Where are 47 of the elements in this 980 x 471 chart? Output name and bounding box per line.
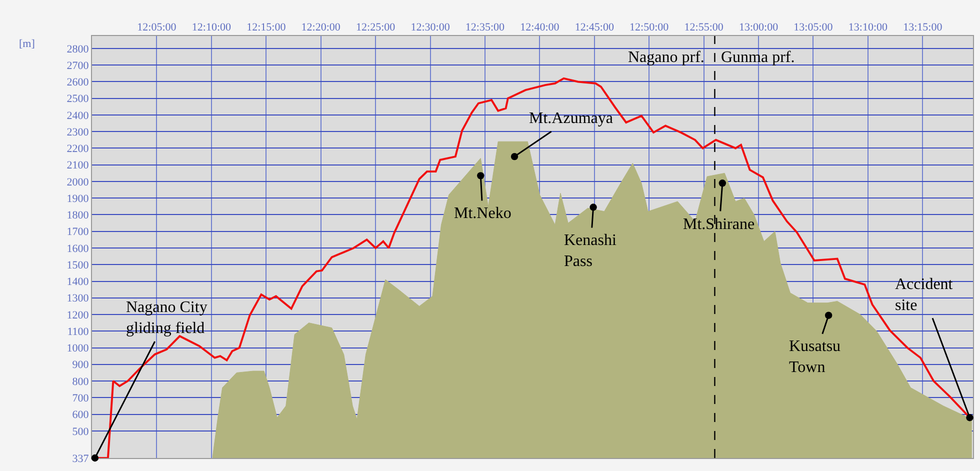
y-tick-label: 1700	[66, 226, 90, 238]
y-tick-label: 800	[72, 376, 90, 388]
y-tick-label: 1300	[66, 292, 90, 305]
y-tick-label: 1800	[66, 210, 90, 222]
y-tick-label: 2700	[66, 60, 90, 72]
annotation: Nagano prf.	[628, 49, 704, 66]
x-tick-label: 12:50:00	[630, 22, 670, 34]
x-tick-label: 13:15:00	[903, 22, 943, 34]
y-tick-label: 1000	[66, 342, 90, 355]
annotation: Kenashi Pass	[564, 232, 617, 270]
x-tick-label: 12:35:00	[465, 22, 506, 34]
y-tick-label: 337	[72, 452, 90, 465]
y-tick-label: 2100	[66, 160, 90, 172]
y-tick-label: 1900	[66, 192, 90, 205]
y-tick-label: 2000	[66, 176, 90, 188]
x-tick-label: 12:55:00	[684, 22, 724, 34]
x-tick-label: 12:10:00	[192, 22, 232, 34]
y-tick-label: 2500	[66, 93, 90, 106]
y-tick-label: 500	[72, 426, 90, 438]
y-tick-label: 2300	[66, 126, 90, 138]
annotation: Mt.Neko	[454, 205, 512, 222]
x-tick-label: 12:20:00	[301, 22, 341, 34]
y-tick-label: 1600	[66, 242, 90, 255]
x-tick-label: 12:40:00	[520, 22, 560, 34]
y-tick-label: 1100	[67, 326, 90, 338]
y-tick-label: 600	[72, 409, 90, 422]
x-tick-label: 12:15:00	[246, 22, 286, 34]
x-tick-label: 12:05:00	[137, 22, 177, 34]
y-tick-label: 2600	[66, 76, 90, 89]
x-tick-label: 13:05:00	[794, 22, 834, 34]
y-tick-label: 900	[72, 359, 90, 372]
y-tick-label: 700	[72, 392, 90, 404]
y-tick-label: 1500	[66, 259, 90, 272]
x-tick-label: 13:00:00	[738, 22, 779, 34]
annotation: Mt.Shirane	[683, 216, 755, 233]
y-tick-label: 1200	[66, 309, 90, 322]
x-tick-label: 12:45:00	[574, 22, 614, 34]
x-tick-label: 12:30:00	[410, 22, 450, 34]
x-tick-label: 13:10:00	[848, 22, 888, 34]
annotation: Gunma prf.	[721, 49, 795, 66]
y-tick-label: 1400	[66, 276, 90, 288]
y-tick-label: 2800	[66, 43, 90, 56]
y-tick-label: 2400	[66, 110, 90, 122]
x-tick-label: 12:25:00	[356, 22, 396, 34]
y-tick-label: 2200	[66, 143, 90, 156]
annotation: Kusatsu Town	[789, 338, 841, 376]
y-axis-title: [m]	[19, 38, 35, 50]
